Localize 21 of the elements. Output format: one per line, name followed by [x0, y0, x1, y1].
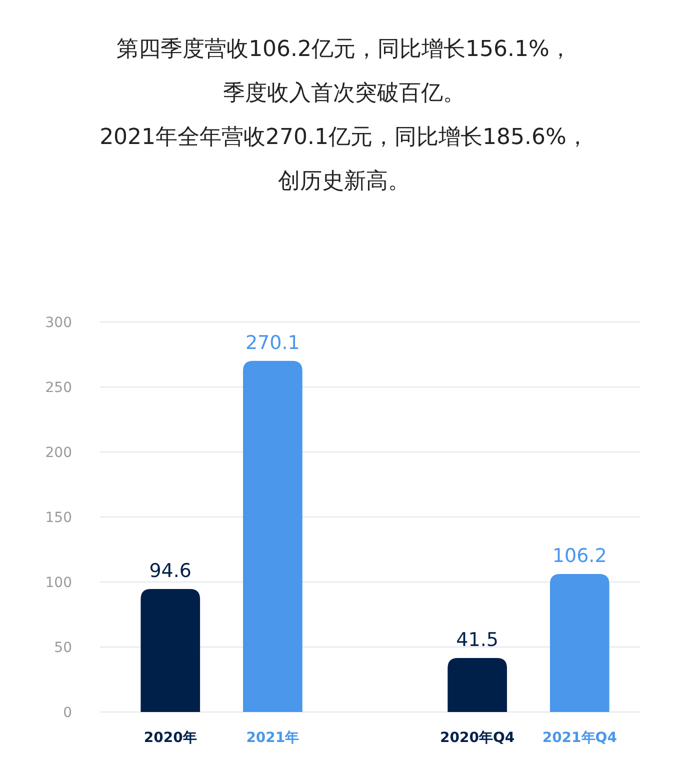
y-tick-label: 300	[45, 314, 72, 331]
chart-subtitle: 2021年全年营收270.1亿元，同比增长185.6%，创历史新高。	[100, 125, 588, 194]
x-tick-label: 2020年	[144, 730, 197, 746]
y-tick-label: 100	[45, 574, 72, 591]
x-tick-label: 2021年Q4	[542, 730, 618, 746]
bar	[140, 589, 200, 712]
data-label: 270.1	[245, 332, 300, 354]
x-tick-label: 2021年	[246, 730, 300, 746]
chart-title: 第四季度营收106.2亿元，同比增长156.1%，季度收入首次突破百亿。	[116, 37, 572, 106]
bar	[243, 360, 302, 712]
y-tick-label: 150	[45, 510, 72, 526]
bar	[550, 574, 610, 712]
data-label: 41.5	[456, 629, 498, 652]
x-tick-label: 2020年Q4	[440, 730, 515, 746]
bar	[448, 658, 507, 712]
y-tick-label: 250	[45, 380, 72, 396]
y-tick-label: 200	[45, 444, 72, 461]
y-tick-label: 50	[54, 640, 72, 656]
y-tick-label: 0	[63, 704, 72, 721]
data-label: 106.2	[552, 544, 607, 567]
data-label: 94.6	[149, 560, 192, 582]
